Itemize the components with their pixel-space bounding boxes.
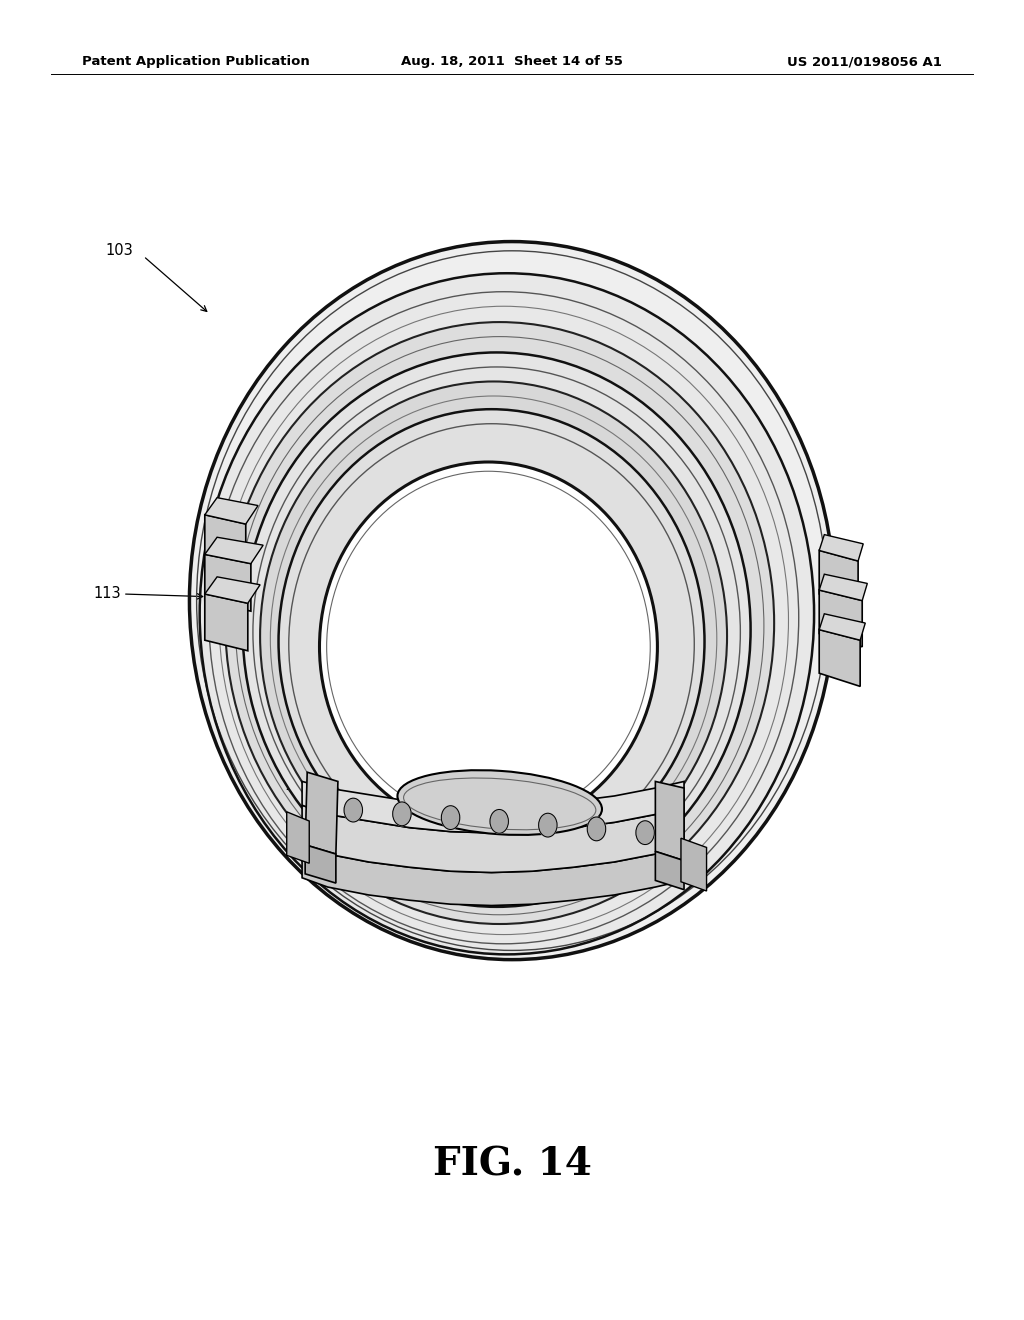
Circle shape <box>539 813 557 837</box>
Ellipse shape <box>189 242 835 960</box>
Polygon shape <box>302 805 684 873</box>
Polygon shape <box>819 574 867 601</box>
Circle shape <box>588 817 606 841</box>
Polygon shape <box>655 781 684 861</box>
Text: Aug. 18, 2011  Sheet 14 of 55: Aug. 18, 2011 Sheet 14 of 55 <box>401 55 623 69</box>
Ellipse shape <box>260 381 727 891</box>
Polygon shape <box>205 594 248 651</box>
Polygon shape <box>819 550 858 607</box>
Polygon shape <box>819 614 865 640</box>
Polygon shape <box>205 498 258 524</box>
Ellipse shape <box>200 273 814 954</box>
Polygon shape <box>305 845 336 883</box>
Text: FIG. 14: FIG. 14 <box>432 1146 592 1183</box>
Polygon shape <box>655 851 684 890</box>
Circle shape <box>392 803 411 826</box>
Polygon shape <box>287 812 309 863</box>
Text: 103: 103 <box>105 243 133 259</box>
Polygon shape <box>302 781 684 833</box>
Polygon shape <box>302 845 684 906</box>
Polygon shape <box>205 554 251 611</box>
Polygon shape <box>819 535 863 561</box>
Ellipse shape <box>243 352 751 907</box>
Circle shape <box>636 821 654 845</box>
Text: 117: 117 <box>315 725 343 741</box>
Text: 209: 209 <box>586 744 613 760</box>
Text: Patent Application Publication: Patent Application Publication <box>82 55 309 69</box>
Text: US 2011/0198056 A1: US 2011/0198056 A1 <box>787 55 942 69</box>
Circle shape <box>489 809 508 833</box>
Polygon shape <box>205 537 263 564</box>
Polygon shape <box>205 577 260 603</box>
Text: 104: 104 <box>456 484 483 500</box>
Text: 115: 115 <box>285 777 312 793</box>
Text: 119: 119 <box>451 727 478 743</box>
Circle shape <box>441 805 460 829</box>
Polygon shape <box>819 590 862 647</box>
Polygon shape <box>681 838 707 891</box>
Polygon shape <box>305 772 338 854</box>
Polygon shape <box>205 515 246 572</box>
Polygon shape <box>819 630 860 686</box>
Text: 113: 113 <box>93 586 121 602</box>
Circle shape <box>344 799 362 822</box>
Ellipse shape <box>319 462 657 832</box>
Text: 117: 117 <box>676 663 703 678</box>
Ellipse shape <box>279 409 705 874</box>
Ellipse shape <box>397 770 602 836</box>
Ellipse shape <box>225 322 774 924</box>
